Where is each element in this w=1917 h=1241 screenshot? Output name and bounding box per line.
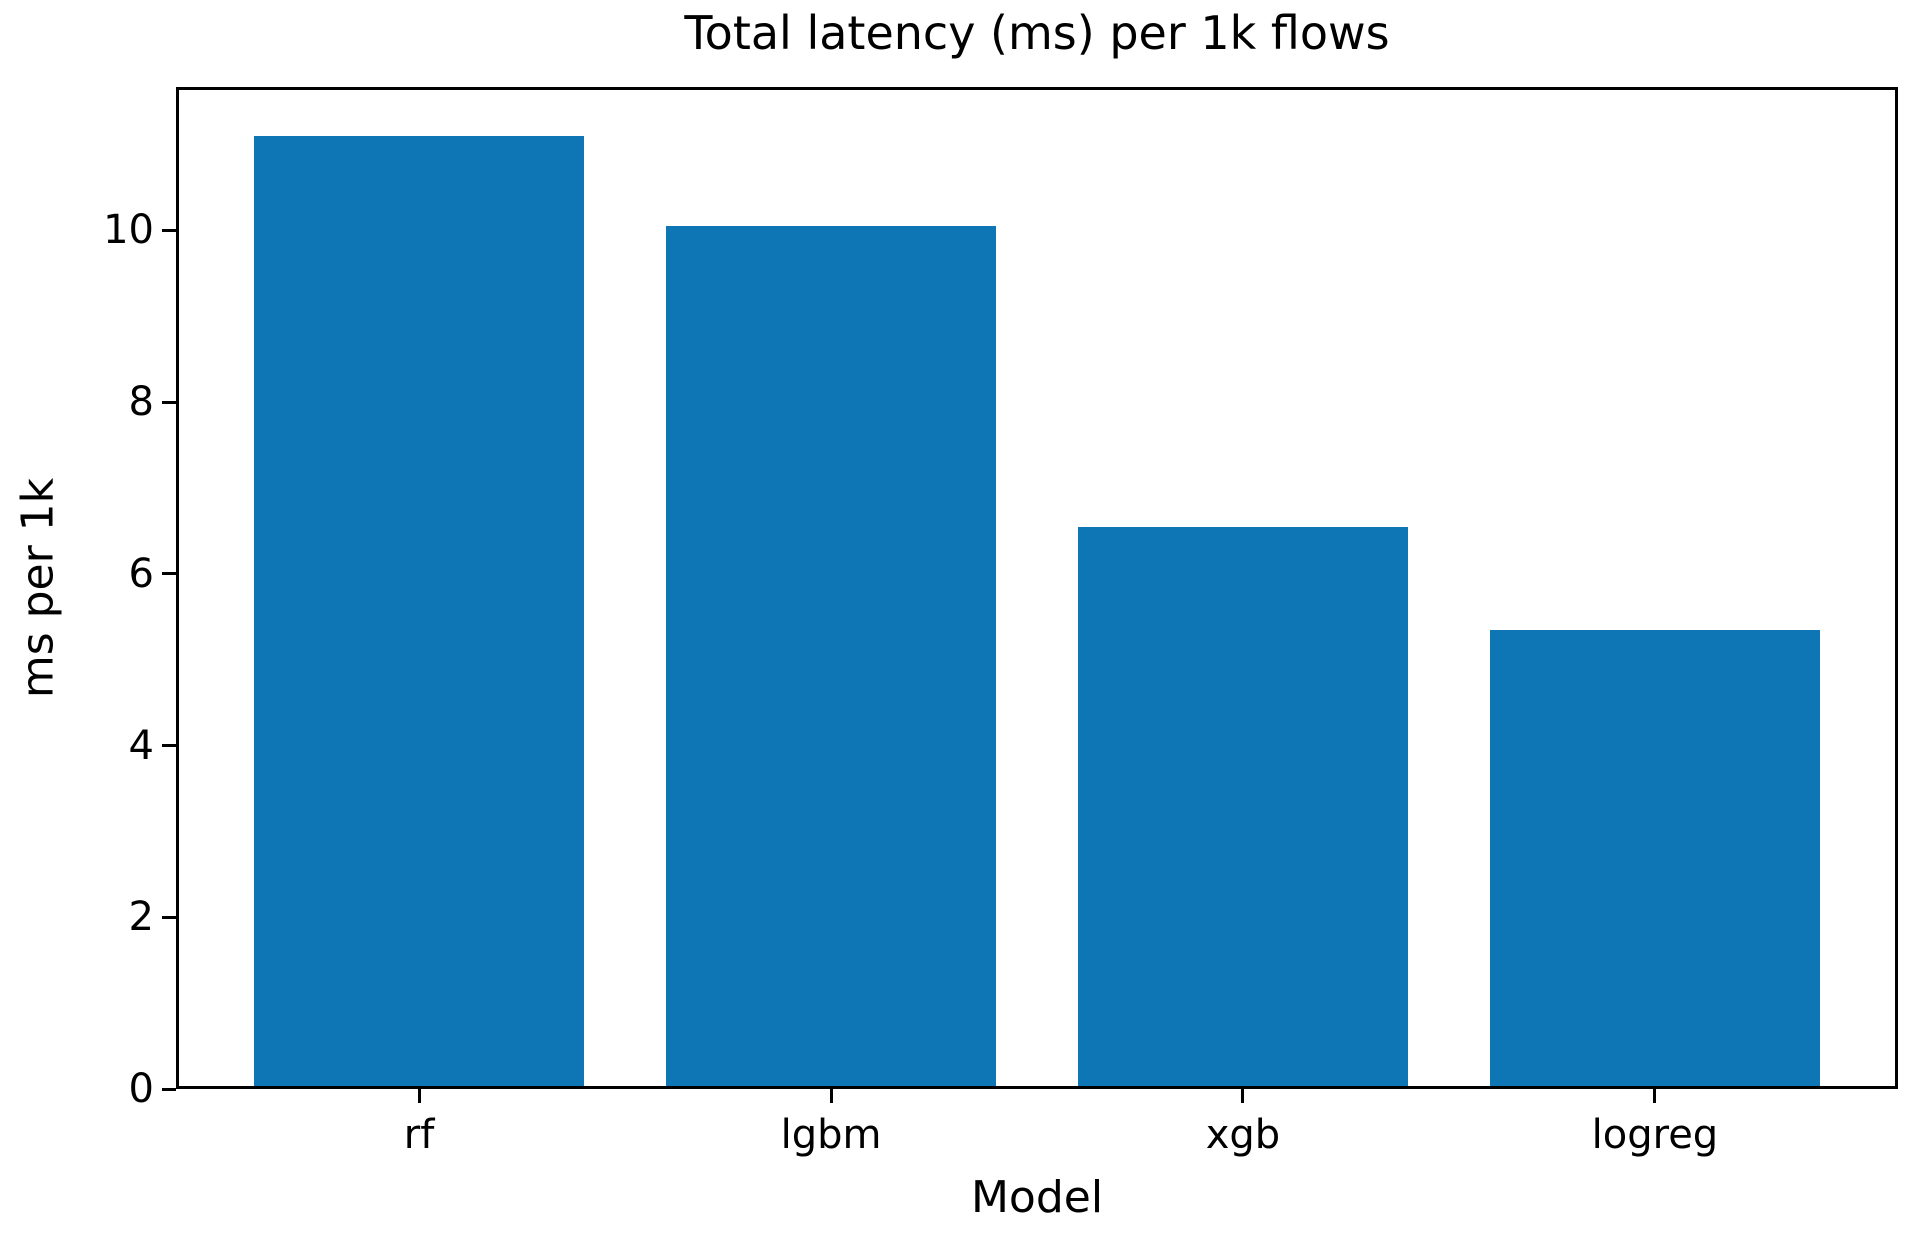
y-tick-label-8: 8 bbox=[128, 379, 154, 426]
bar-lgbm bbox=[666, 226, 996, 1089]
x-tick-mark-lgbm bbox=[829, 1089, 833, 1103]
y-tick-mark-4 bbox=[162, 744, 176, 748]
x-tick-mark-xgb bbox=[1241, 1089, 1245, 1103]
y-tick-mark-10 bbox=[162, 228, 176, 232]
y-tick-mark-8 bbox=[162, 400, 176, 404]
x-tick-label-logreg: logreg bbox=[1591, 1112, 1719, 1158]
y-tick-label-10: 10 bbox=[103, 207, 154, 254]
y-tick-mark-2 bbox=[162, 915, 176, 919]
bar-logreg bbox=[1490, 629, 1820, 1089]
y-tick-mark-0 bbox=[162, 1087, 176, 1091]
x-axis-label: Model bbox=[970, 1172, 1104, 1223]
x-tick-label-lgbm: lgbm bbox=[780, 1112, 882, 1158]
y-tick-mark-6 bbox=[162, 572, 176, 576]
x-tick-mark-logreg bbox=[1653, 1089, 1657, 1103]
chart-title: Total latency (ms) per 1k flows bbox=[684, 6, 1390, 60]
x-tick-label-rf: rf bbox=[403, 1112, 435, 1158]
x-tick-mark-rf bbox=[417, 1089, 421, 1103]
x-tick-label-xgb: xgb bbox=[1205, 1112, 1281, 1158]
y-tick-label-6: 6 bbox=[128, 550, 154, 597]
y-tick-label-4: 4 bbox=[128, 722, 154, 769]
y-tick-label-0: 0 bbox=[128, 1066, 154, 1112]
y-tick-label-2: 2 bbox=[128, 894, 154, 941]
bar-rf bbox=[254, 135, 584, 1089]
bar-xgb bbox=[1078, 526, 1408, 1089]
